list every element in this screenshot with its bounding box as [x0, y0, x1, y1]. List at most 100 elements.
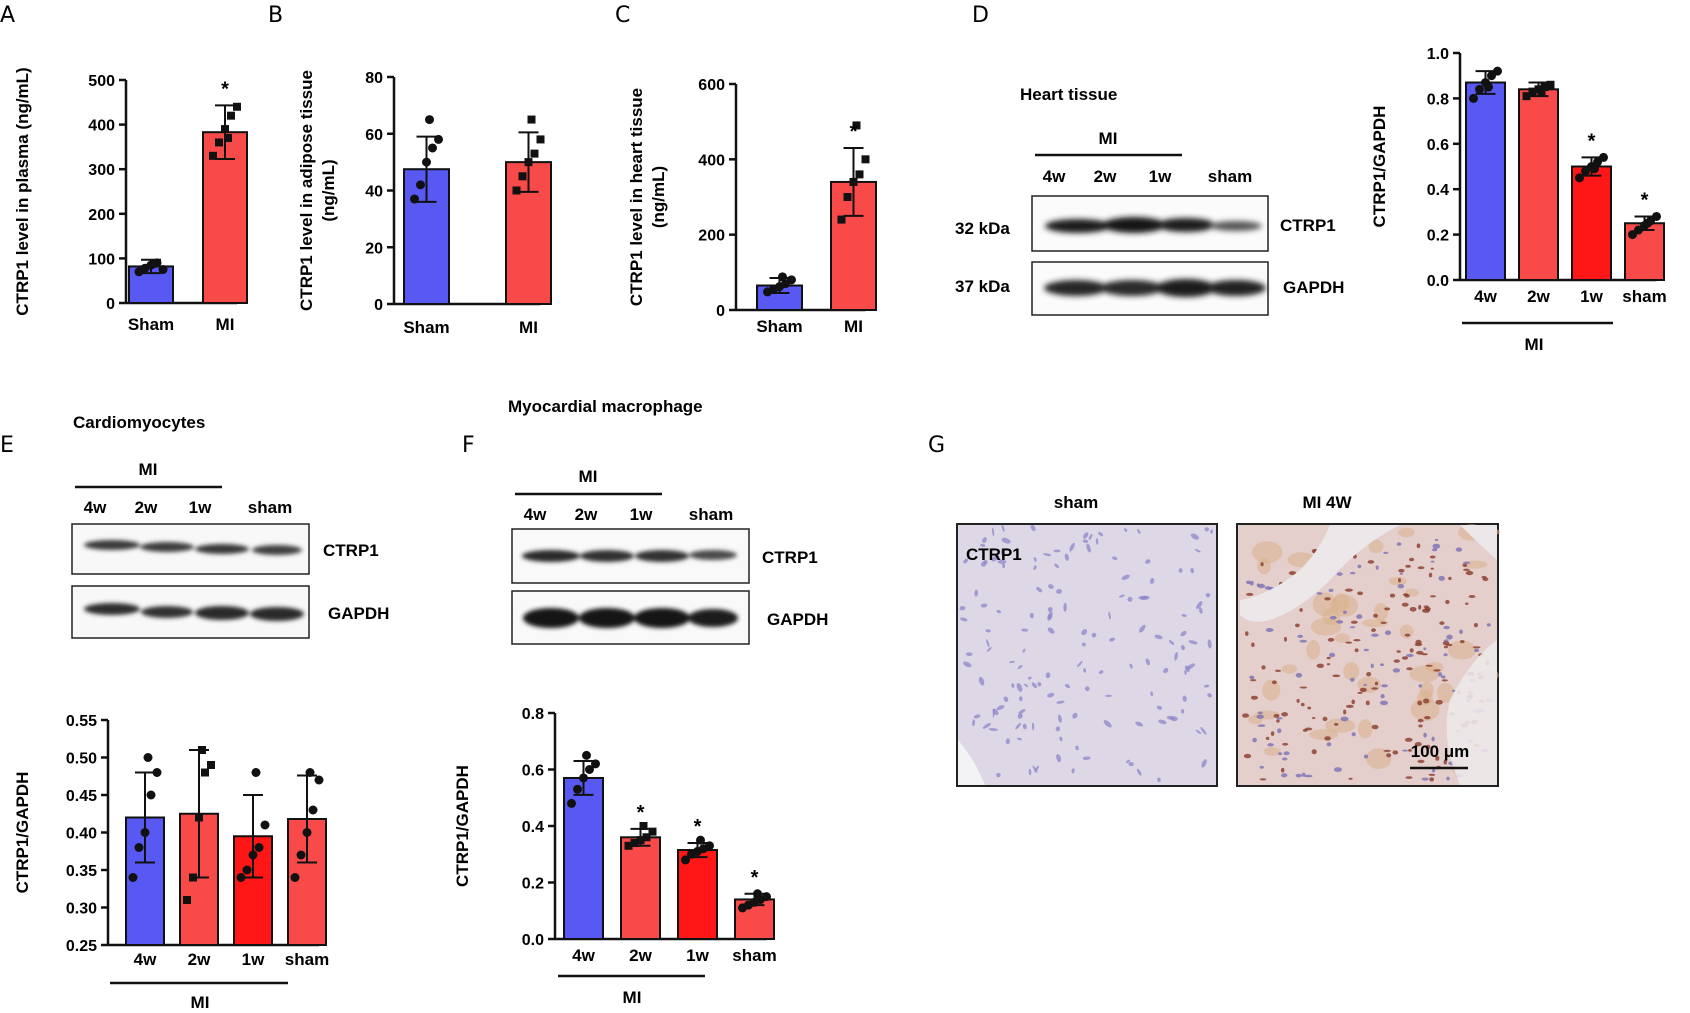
nucleus [1084, 686, 1090, 692]
nucleus [1409, 607, 1417, 612]
x-tick-label: 4w [1474, 287, 1497, 306]
y-tick-label: 500 [88, 73, 115, 90]
blot-d-kda-ctrp1: 32 kDa [955, 219, 1010, 238]
nucleus [1330, 615, 1337, 620]
nucleus [985, 629, 991, 633]
data-point [236, 873, 246, 882]
data-point [140, 828, 150, 837]
nucleus [960, 617, 968, 622]
chart-b: 0 20 40 60 80 CTRP1 level in adipose tissue (n… [297, 70, 552, 337]
nucleus [1418, 684, 1423, 688]
x-tick-label: 1w [686, 946, 709, 965]
bar [202, 131, 248, 304]
data-point [567, 798, 576, 808]
nucleus [1332, 674, 1341, 678]
data-point [1493, 66, 1502, 76]
nucleus [1145, 559, 1151, 564]
y-tick-label: 20 [365, 240, 383, 257]
data-point [579, 773, 588, 783]
nucleus [1180, 709, 1185, 714]
y-tick-label: 100 [88, 251, 115, 268]
data-point [314, 775, 324, 785]
nucleus [1435, 755, 1440, 761]
nucleus [1404, 737, 1413, 742]
nucleus [1029, 612, 1034, 619]
nucleus [1438, 575, 1445, 581]
nucleus [1195, 729, 1202, 735]
nucleus [1353, 639, 1361, 642]
nucleus [1392, 750, 1399, 755]
x-tick-label: 2w [629, 946, 652, 965]
x-tick-label: MI [216, 315, 235, 334]
nucleus [1072, 712, 1078, 719]
chart-d: 0.0 0.2 0.4 0.6 0.8 1.0 CTRP1/GAPDH 4w 2w * 1w * sha… [1370, 46, 1667, 354]
y-tick-label: 0.4 [1427, 182, 1449, 199]
nucleus [1398, 568, 1405, 573]
y-axis-title: CTRP1 level in plasma (ng/mL) [13, 67, 32, 315]
y-axis-title: CTRP1/GAPDH [13, 772, 32, 894]
nucleus [1384, 607, 1391, 611]
y-tick-label: 600 [698, 77, 725, 94]
nucleus [1277, 728, 1282, 734]
data-point [1540, 83, 1549, 92]
blot-e-gapdh-bands [84, 603, 304, 621]
nucleus [1273, 714, 1280, 718]
nucleus [1098, 531, 1104, 537]
nucleus [1283, 751, 1290, 756]
nucleus [1166, 715, 1175, 720]
nucleus [1181, 614, 1187, 617]
nucleus [1406, 653, 1414, 658]
nucleus [1404, 594, 1410, 598]
panel-label-b: B [268, 3, 283, 28]
nucleus [1018, 709, 1026, 714]
nucleus [1363, 648, 1369, 652]
sham-nuclei [959, 524, 1213, 783]
panel-label-d: D [972, 3, 989, 28]
nucleus [1017, 737, 1022, 741]
nucleus [1047, 627, 1055, 634]
data-point [183, 896, 191, 904]
nucleus [1326, 742, 1332, 747]
blot-e-lane-label: 4w [84, 498, 107, 517]
nucleus [1421, 777, 1429, 781]
nucleus [1473, 623, 1478, 628]
nucleus [1022, 648, 1026, 653]
nucleus [1351, 732, 1356, 737]
nucleus [1401, 656, 1409, 660]
nucleus [1250, 679, 1257, 682]
nucleus [1371, 724, 1379, 730]
blot-d-kda-gapdh: 37 kDa [955, 277, 1010, 296]
nucleus [1417, 566, 1425, 570]
nucleus [1354, 648, 1359, 653]
data-point [705, 841, 714, 851]
nucleus [1356, 614, 1363, 619]
data-point [585, 765, 594, 774]
nucleus [980, 543, 986, 547]
data-point [753, 889, 762, 899]
nucleus [1271, 680, 1277, 685]
blot-d-band-ctrp1: CTRP1 [1280, 216, 1336, 235]
data-point [843, 193, 852, 201]
nucleus [1205, 593, 1211, 598]
nucleus [1423, 732, 1427, 738]
data-point [305, 768, 315, 777]
nucleus [1196, 601, 1203, 610]
nucleus [1281, 773, 1288, 778]
blot-e-lane-label: sham [248, 498, 292, 517]
data-point [215, 138, 223, 147]
myocyte [1333, 593, 1350, 612]
data-point [290, 873, 300, 882]
data-point [648, 827, 657, 836]
nucleus [1322, 716, 1328, 722]
data-point [573, 784, 582, 794]
nucleus [1425, 744, 1431, 750]
nucleus [1344, 588, 1353, 592]
nucleus [1359, 687, 1367, 693]
nucleus [1190, 568, 1195, 574]
nucleus [1184, 665, 1190, 673]
nucleus [1180, 630, 1187, 637]
nucleus [1017, 664, 1023, 670]
nucleus [1005, 738, 1010, 745]
nucleus [1336, 620, 1344, 624]
